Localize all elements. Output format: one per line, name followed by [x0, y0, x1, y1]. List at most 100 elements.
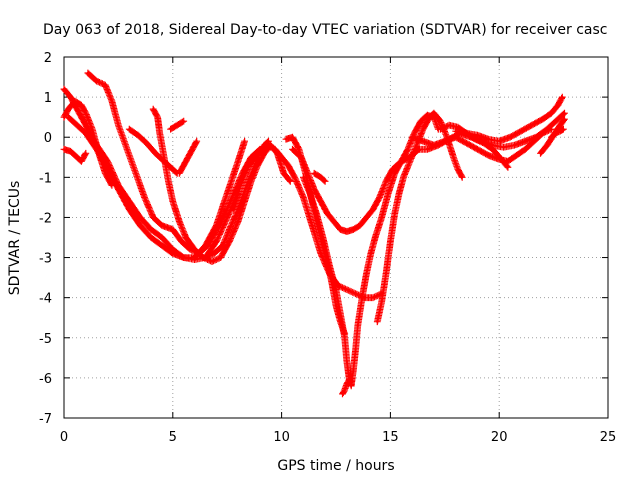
data-point — [167, 180, 170, 183]
data-point — [515, 154, 518, 157]
data-point — [191, 148, 194, 151]
data-point — [448, 138, 451, 141]
y-axis-ticks: 2 1 0 -1 -2 -3 -4 -5 -6 -7 — [39, 51, 608, 427]
data-point — [75, 124, 79, 127]
data-point — [84, 124, 88, 127]
data-point — [236, 208, 240, 211]
data-point — [178, 172, 181, 175]
data-point — [350, 384, 353, 388]
data-point — [110, 99, 114, 103]
data-point — [343, 388, 346, 392]
data-point — [563, 118, 566, 121]
data-point — [297, 148, 301, 151]
data-point — [352, 368, 355, 372]
data-point — [365, 216, 368, 219]
data-point — [491, 148, 494, 151]
data-point — [226, 192, 229, 195]
data-point — [384, 180, 388, 183]
data-point — [156, 116, 159, 119]
data-point — [428, 116, 431, 119]
data-point — [474, 138, 477, 141]
data-point — [171, 200, 174, 203]
data-point — [104, 172, 107, 175]
data-point — [291, 136, 294, 139]
data-point — [282, 172, 285, 175]
data-point — [524, 140, 527, 143]
data-point — [139, 216, 142, 219]
data-point — [171, 168, 174, 171]
data-point — [476, 148, 479, 151]
data-point — [158, 132, 161, 135]
data-series — [60, 69, 568, 398]
data-point — [513, 144, 516, 147]
data-point — [195, 140, 198, 143]
data-point — [498, 140, 501, 143]
data-point — [232, 192, 235, 195]
data-point — [300, 156, 303, 159]
data-point — [302, 196, 305, 199]
data-point — [554, 132, 557, 135]
series-arc-01 — [60, 145, 90, 165]
data-point — [284, 138, 288, 141]
data-point — [439, 120, 442, 123]
data-point — [62, 116, 66, 119]
data-point — [371, 296, 375, 299]
data-point — [345, 288, 349, 291]
data-point — [128, 128, 131, 131]
data-point — [62, 148, 66, 151]
y-tick-label: 0 — [44, 131, 52, 146]
data-point — [332, 220, 335, 223]
data-point — [319, 200, 322, 203]
data-point — [326, 212, 329, 215]
x-tick-label: 25 — [600, 430, 617, 445]
series-arc-23 — [548, 125, 567, 141]
data-point — [95, 79, 98, 83]
data-point — [397, 192, 401, 195]
data-point — [465, 142, 468, 145]
data-point — [500, 158, 503, 161]
data-point — [415, 148, 418, 151]
data-point — [182, 256, 185, 259]
data-point — [243, 140, 246, 143]
data-point — [421, 140, 425, 143]
data-point — [149, 236, 153, 239]
data-point — [345, 230, 349, 233]
data-point — [154, 152, 157, 155]
x-tick-label: 20 — [491, 430, 508, 445]
data-point — [563, 112, 566, 115]
y-tick-label: -4 — [39, 292, 52, 307]
series-arc-08 — [175, 137, 201, 177]
data-point — [206, 244, 209, 247]
data-point — [160, 224, 164, 227]
data-point — [408, 160, 412, 163]
data-point — [162, 156, 166, 159]
data-point — [539, 152, 542, 155]
data-point — [437, 144, 440, 147]
data-point — [558, 130, 562, 133]
data-point — [193, 248, 196, 251]
data-point — [306, 172, 309, 175]
x-tick-label: 15 — [382, 430, 399, 445]
data-point — [84, 152, 88, 155]
data-point — [219, 256, 222, 259]
data-point — [371, 208, 375, 211]
data-point — [345, 382, 349, 386]
data-point — [69, 95, 72, 99]
data-point — [402, 176, 405, 179]
data-point — [215, 228, 218, 231]
data-point — [491, 144, 494, 147]
data-point — [160, 244, 164, 247]
data-point — [487, 138, 490, 141]
data-point — [263, 152, 266, 155]
data-point — [530, 124, 533, 127]
data-point — [145, 142, 148, 145]
data-point — [421, 128, 425, 131]
data-point — [152, 107, 155, 111]
data-point — [310, 224, 314, 227]
data-point — [75, 156, 79, 159]
data-point — [62, 87, 66, 91]
data-point — [104, 83, 107, 87]
data-point — [256, 152, 259, 155]
x-tick-label: 10 — [273, 430, 290, 445]
data-point — [84, 132, 88, 135]
